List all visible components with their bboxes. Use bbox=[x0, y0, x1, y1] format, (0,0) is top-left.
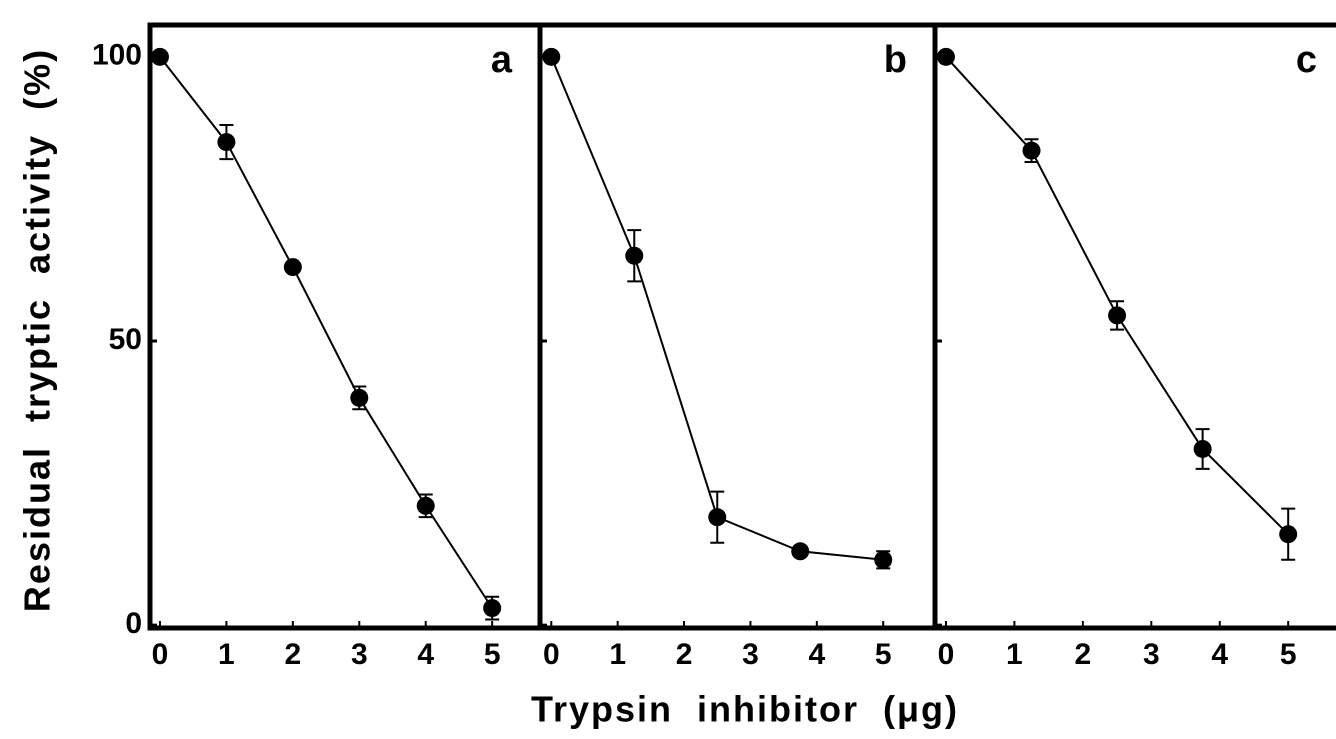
x-tick-label: 4 bbox=[417, 638, 434, 671]
data-point bbox=[416, 496, 435, 515]
y-tick-label: 0 bbox=[125, 607, 142, 640]
data-line bbox=[945, 56, 1289, 535]
x-tick-label: 5 bbox=[875, 638, 892, 671]
x-tick-label: 5 bbox=[484, 638, 501, 671]
data-point bbox=[217, 133, 236, 152]
x-tick-label: 2 bbox=[1075, 638, 1092, 671]
x-axis-label: Trypsin inhibitor (μg) bbox=[531, 689, 959, 730]
x-tick-label: 3 bbox=[742, 638, 759, 671]
data-point bbox=[936, 47, 955, 66]
x-tick-label: 2 bbox=[676, 638, 693, 671]
x-tick-label: 3 bbox=[351, 638, 368, 671]
data-point bbox=[542, 47, 561, 66]
x-tick-label: 0 bbox=[543, 638, 560, 671]
data-point bbox=[1279, 525, 1298, 544]
data-point bbox=[708, 508, 727, 527]
x-tick-label: 0 bbox=[152, 638, 169, 671]
data-line bbox=[159, 56, 494, 609]
data-line bbox=[550, 56, 884, 561]
panel-frame bbox=[932, 22, 1336, 631]
data-point bbox=[483, 599, 502, 618]
data-point bbox=[350, 388, 369, 407]
x-tick-label: 3 bbox=[1143, 638, 1160, 671]
data-point bbox=[874, 550, 893, 569]
panel-label: a bbox=[491, 39, 513, 81]
y-tick-label: 50 bbox=[109, 323, 142, 356]
panel-frame bbox=[537, 22, 938, 631]
x-tick-label: 2 bbox=[285, 638, 302, 671]
panel-label: c bbox=[1296, 39, 1317, 81]
x-tick-label: 4 bbox=[1211, 638, 1228, 671]
data-point bbox=[791, 542, 810, 561]
x-tick-label: 1 bbox=[218, 638, 235, 671]
y-axis-label: Residual tryptic activity (%) bbox=[17, 48, 58, 612]
data-point bbox=[150, 47, 169, 66]
x-tick-label: 0 bbox=[938, 638, 955, 671]
x-tick-label: 1 bbox=[1006, 638, 1023, 671]
x-tick-label: 4 bbox=[808, 638, 825, 671]
x-tick-label: 5 bbox=[1280, 638, 1297, 671]
panel-frame bbox=[147, 22, 543, 631]
panel-label: b bbox=[884, 39, 907, 81]
x-tick-label: 1 bbox=[609, 638, 626, 671]
data-point bbox=[625, 246, 644, 265]
data-point bbox=[1108, 306, 1127, 325]
y-tick-label: 100 bbox=[92, 39, 142, 72]
data-point bbox=[1022, 141, 1041, 160]
data-point bbox=[283, 258, 302, 277]
data-point bbox=[1193, 439, 1212, 458]
